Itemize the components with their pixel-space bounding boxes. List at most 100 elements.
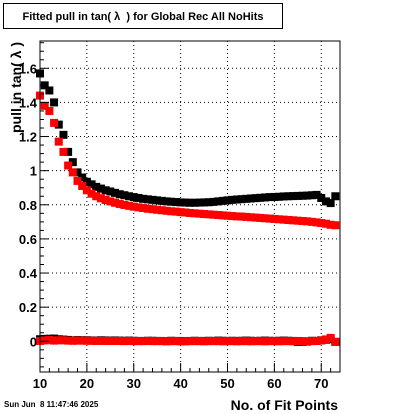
data-point (40, 101, 49, 110)
x-tick-label: 60 (267, 376, 281, 391)
data-point (312, 336, 321, 345)
data-point (106, 187, 115, 196)
data-point (157, 337, 166, 346)
data-point (111, 336, 119, 345)
data-point (54, 137, 63, 146)
chart-title: Fitted pull in tan( λ ) for Global Rec A… (22, 11, 264, 23)
data-point (307, 191, 316, 200)
data-point (134, 337, 143, 346)
data-point (317, 193, 326, 202)
data-point (265, 337, 274, 346)
data-point (111, 198, 119, 207)
data-point (223, 196, 232, 205)
data-point (148, 337, 157, 346)
data-point (45, 335, 54, 344)
data-point (331, 221, 340, 230)
data-point (59, 336, 68, 345)
data-point (284, 192, 293, 201)
data-point (204, 210, 213, 219)
data-point (321, 197, 330, 206)
data-point (195, 209, 204, 218)
data-point (265, 214, 274, 223)
x-tick-label: 40 (173, 376, 187, 391)
y-axis-title: pull in tan( λ ) (8, 42, 24, 133)
data-point (303, 337, 312, 346)
data-point (303, 217, 312, 226)
data-point (326, 199, 335, 208)
data-point (120, 337, 129, 346)
data-point (73, 336, 82, 345)
data-point (326, 333, 335, 342)
data-point (73, 168, 82, 177)
data-point (64, 336, 73, 345)
data-point (218, 196, 227, 205)
data-point (237, 212, 246, 221)
data-point (157, 196, 166, 205)
data-point (148, 195, 157, 204)
data-point (331, 192, 340, 201)
data-point (125, 201, 134, 210)
y-tick-label: 0 (30, 334, 37, 349)
data-point (92, 192, 101, 201)
data-point (129, 337, 138, 346)
data-point (120, 191, 129, 200)
y-tick-label: 1.4 (19, 95, 38, 110)
data-point (73, 176, 82, 185)
data-point (143, 195, 152, 204)
data-point (326, 220, 335, 229)
data-point (190, 209, 199, 218)
data-point (298, 337, 307, 346)
data-point (78, 173, 87, 182)
data-point (68, 158, 77, 167)
data-point (59, 147, 68, 156)
data-point (111, 188, 119, 197)
data-point (190, 198, 199, 207)
data-point (120, 200, 129, 209)
data-point (115, 199, 124, 208)
data-point (242, 337, 251, 346)
data-point (284, 215, 293, 224)
data-point (134, 203, 143, 212)
y-tick-label: 1 (30, 164, 37, 179)
data-point (87, 189, 96, 198)
data-point (186, 198, 194, 207)
axis-ticks (39, 42, 341, 372)
data-point (50, 336, 59, 345)
data-point (242, 194, 251, 203)
data-point (101, 336, 110, 345)
data-point (139, 194, 148, 203)
data-point (171, 207, 180, 216)
data-point (321, 219, 330, 228)
data-point (106, 336, 115, 345)
data-point (195, 337, 204, 346)
data-point (87, 180, 96, 189)
data-point (186, 337, 194, 346)
data-point (96, 184, 105, 193)
data-point (204, 198, 213, 207)
data-markers (36, 69, 340, 346)
data-point (270, 337, 279, 346)
data-point (125, 336, 134, 345)
data-point (64, 147, 73, 156)
data-point (317, 336, 326, 345)
data-point (317, 219, 326, 228)
x-tick-label: 20 (80, 376, 94, 391)
data-point (284, 337, 293, 346)
data-point (92, 336, 101, 345)
data-point (106, 197, 115, 206)
x-tick-label: 70 (314, 376, 328, 391)
data-point (129, 202, 138, 211)
data-point (171, 337, 180, 346)
data-point (167, 337, 176, 346)
data-point (214, 197, 223, 206)
data-point (218, 337, 227, 346)
data-point (143, 336, 152, 345)
data-point (232, 212, 241, 221)
data-point (171, 198, 180, 207)
data-point (321, 335, 330, 344)
data-point (176, 208, 185, 217)
data-point (167, 197, 176, 206)
data-point (214, 211, 223, 220)
data-point (162, 197, 171, 206)
